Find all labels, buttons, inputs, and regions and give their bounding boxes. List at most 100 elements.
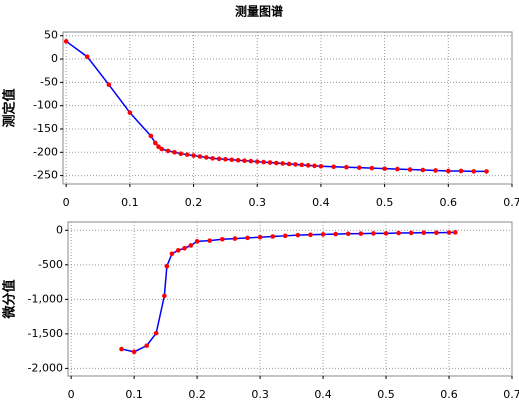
data-point — [356, 165, 362, 170]
y-tick-label: -1,500 — [28, 327, 63, 340]
data-point — [191, 153, 196, 158]
data-point — [210, 156, 215, 161]
x-tick-label: 0.1 — [121, 196, 139, 209]
x-tick-label: 0.7 — [503, 196, 519, 209]
data-point — [407, 167, 413, 172]
data-point — [63, 39, 69, 44]
x-tick-label: 0.4 — [312, 196, 330, 209]
data-point — [358, 231, 364, 236]
data-point — [312, 163, 317, 169]
x-tick-label: 0.5 — [376, 196, 394, 209]
y-tick-label: -1,000 — [28, 292, 63, 305]
data-point — [333, 231, 338, 237]
data-point — [270, 234, 275, 239]
data-point — [223, 156, 228, 162]
data-point — [433, 168, 438, 173]
data-point — [242, 158, 247, 163]
data-point — [127, 110, 133, 115]
x-tick-label: 0 — [63, 196, 70, 209]
x-tick-label: 0.2 — [188, 388, 206, 401]
x-tick-label: 0.6 — [440, 388, 458, 401]
x-tick-label: 0.1 — [125, 388, 143, 401]
y-tick-label: -100 — [33, 99, 58, 112]
data-point — [434, 230, 439, 236]
x-tick-label: 0.3 — [251, 388, 269, 401]
data-point — [219, 236, 225, 242]
data-point — [453, 230, 458, 235]
data-point — [159, 146, 165, 152]
data-line — [65, 40, 487, 173]
data-point — [254, 159, 260, 164]
x-tick-label: 0.3 — [248, 196, 266, 209]
data-point — [420, 167, 426, 173]
data-point — [280, 161, 286, 166]
data-point — [257, 234, 263, 240]
data-point — [229, 157, 235, 163]
data-point — [172, 149, 177, 155]
data-point — [458, 168, 464, 174]
y-tick-label: -2,000 — [28, 361, 63, 374]
data-point — [382, 166, 387, 171]
data-point — [383, 231, 389, 236]
data-point — [194, 239, 200, 244]
x-tick-label: 0.7 — [503, 388, 519, 401]
data-point — [369, 165, 375, 171]
data-point — [169, 251, 175, 257]
data-point — [408, 230, 414, 236]
data-point — [106, 82, 112, 87]
data-point — [131, 349, 137, 355]
data-point — [119, 346, 124, 352]
data-point — [148, 133, 154, 139]
data-point — [293, 162, 298, 167]
data-point — [299, 162, 305, 168]
data-point — [286, 161, 292, 167]
y-tick-label: -50 — [40, 75, 58, 88]
data-point — [344, 164, 349, 170]
data-point — [320, 232, 326, 237]
data-point — [484, 169, 489, 174]
x-tick-label: 0 — [68, 388, 75, 401]
data-point — [235, 157, 241, 163]
y-tick-label: -500 — [38, 258, 63, 271]
data-point — [371, 231, 376, 236]
data-point — [396, 230, 401, 236]
data-point — [282, 233, 288, 239]
data-point — [245, 235, 250, 241]
x-tick-label: 0.5 — [377, 388, 395, 401]
chart-title: 测量图谱 — [235, 4, 283, 19]
data-point — [248, 158, 254, 164]
y-tick-label: -200 — [33, 145, 58, 158]
data-point — [446, 168, 451, 174]
data-point — [203, 155, 209, 160]
data-point — [261, 159, 266, 165]
data-point — [184, 152, 190, 157]
data-point — [471, 169, 477, 174]
data-point — [178, 151, 184, 156]
data-point — [295, 232, 301, 238]
x-tick-label: 0.6 — [440, 196, 458, 209]
data-point — [267, 160, 273, 165]
y-tick-label: -250 — [33, 169, 58, 182]
data-point — [274, 160, 279, 166]
data-point — [164, 263, 170, 269]
data-point — [395, 166, 400, 172]
y-tick-label: 50 — [44, 29, 58, 42]
data-point — [232, 236, 238, 241]
data-point — [153, 330, 159, 336]
y-tick-label: -150 — [33, 122, 58, 135]
data-point — [84, 54, 90, 60]
y-tick-label: 0 — [51, 52, 58, 65]
plot-area — [62, 31, 513, 185]
data-point — [197, 154, 203, 159]
data-point — [305, 163, 311, 168]
data-point — [182, 245, 187, 251]
data-point — [308, 232, 313, 238]
data-point — [421, 230, 427, 236]
x-tick-label: 0.2 — [185, 196, 203, 209]
data-point — [156, 144, 161, 149]
data-point — [175, 248, 181, 253]
data-point — [144, 343, 150, 348]
data-point — [165, 148, 171, 154]
